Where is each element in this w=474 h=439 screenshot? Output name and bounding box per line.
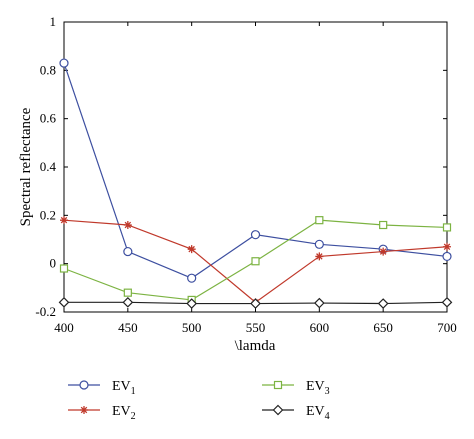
legend-entry-ev2: EV2 xyxy=(68,404,136,422)
axis-ticks: 400 450 500 550 600 650 700 -0.2 0 0.2 0.4 0.6 0.8 1 xyxy=(35,14,456,335)
y-tick-label: -0.2 xyxy=(35,304,56,319)
x-axis-title: \lamda xyxy=(235,338,276,354)
series-ev3 xyxy=(59,216,452,305)
data-point xyxy=(123,221,132,229)
x-tick-label: 600 xyxy=(310,320,330,335)
legend-entry-ev1: EV1 xyxy=(68,379,136,397)
series-layer xyxy=(58,58,453,309)
x-tick-label: 400 xyxy=(54,320,74,335)
y-tick-label: 0 xyxy=(50,256,57,271)
data-point xyxy=(377,298,389,309)
data-point xyxy=(59,264,69,273)
data-point xyxy=(315,216,324,225)
series-ev1 xyxy=(59,58,452,283)
data-point xyxy=(250,298,261,309)
data-point xyxy=(122,296,134,308)
data-point xyxy=(442,251,452,262)
x-tick-label: 500 xyxy=(182,320,202,335)
data-point xyxy=(315,252,324,261)
legend-marker xyxy=(80,406,88,414)
legend-marker xyxy=(273,380,283,390)
y-tick-label: 0.6 xyxy=(40,111,57,126)
legend-label: EV1 xyxy=(112,379,136,397)
x-tick-label: 650 xyxy=(373,320,393,335)
data-point xyxy=(314,239,324,249)
data-point xyxy=(59,58,69,68)
data-point xyxy=(123,288,132,297)
data-point xyxy=(123,246,133,257)
data-point xyxy=(379,247,388,256)
legend-entry-ev4: EV4 xyxy=(262,404,330,422)
y-tick-label: 0.8 xyxy=(40,62,56,77)
data-point xyxy=(442,223,452,232)
y-axis-title: Spectral reflectance xyxy=(18,107,34,226)
legend-marker xyxy=(272,404,284,416)
data-point xyxy=(60,216,68,225)
data-point xyxy=(443,242,451,251)
data-point xyxy=(187,245,196,254)
data-point xyxy=(187,273,197,283)
plot-area xyxy=(63,21,448,313)
series-line xyxy=(63,62,448,279)
x-tick-label: 450 xyxy=(118,320,138,335)
data-point xyxy=(313,297,325,309)
legend-label: EV4 xyxy=(306,404,330,422)
legend-label: EV2 xyxy=(112,404,136,422)
legend-entry-ev3: EV3 xyxy=(262,379,330,397)
series-ev4 xyxy=(58,296,453,309)
data-point xyxy=(186,298,198,309)
legend: EV1 EV2 EV3 EV4 xyxy=(68,379,330,422)
legend-label: EV3 xyxy=(306,379,330,397)
y-tick-label: 0.2 xyxy=(40,207,56,222)
y-tick-label: 1 xyxy=(50,14,57,29)
x-tick-label: 700 xyxy=(437,320,457,335)
data-point xyxy=(379,220,388,230)
data-point xyxy=(251,257,260,266)
y-tick-label: 0.4 xyxy=(40,159,57,174)
data-point xyxy=(250,230,261,240)
data-point xyxy=(58,296,70,308)
data-point xyxy=(441,296,453,308)
x-tick-label: 550 xyxy=(246,320,266,335)
legend-marker xyxy=(79,380,89,390)
